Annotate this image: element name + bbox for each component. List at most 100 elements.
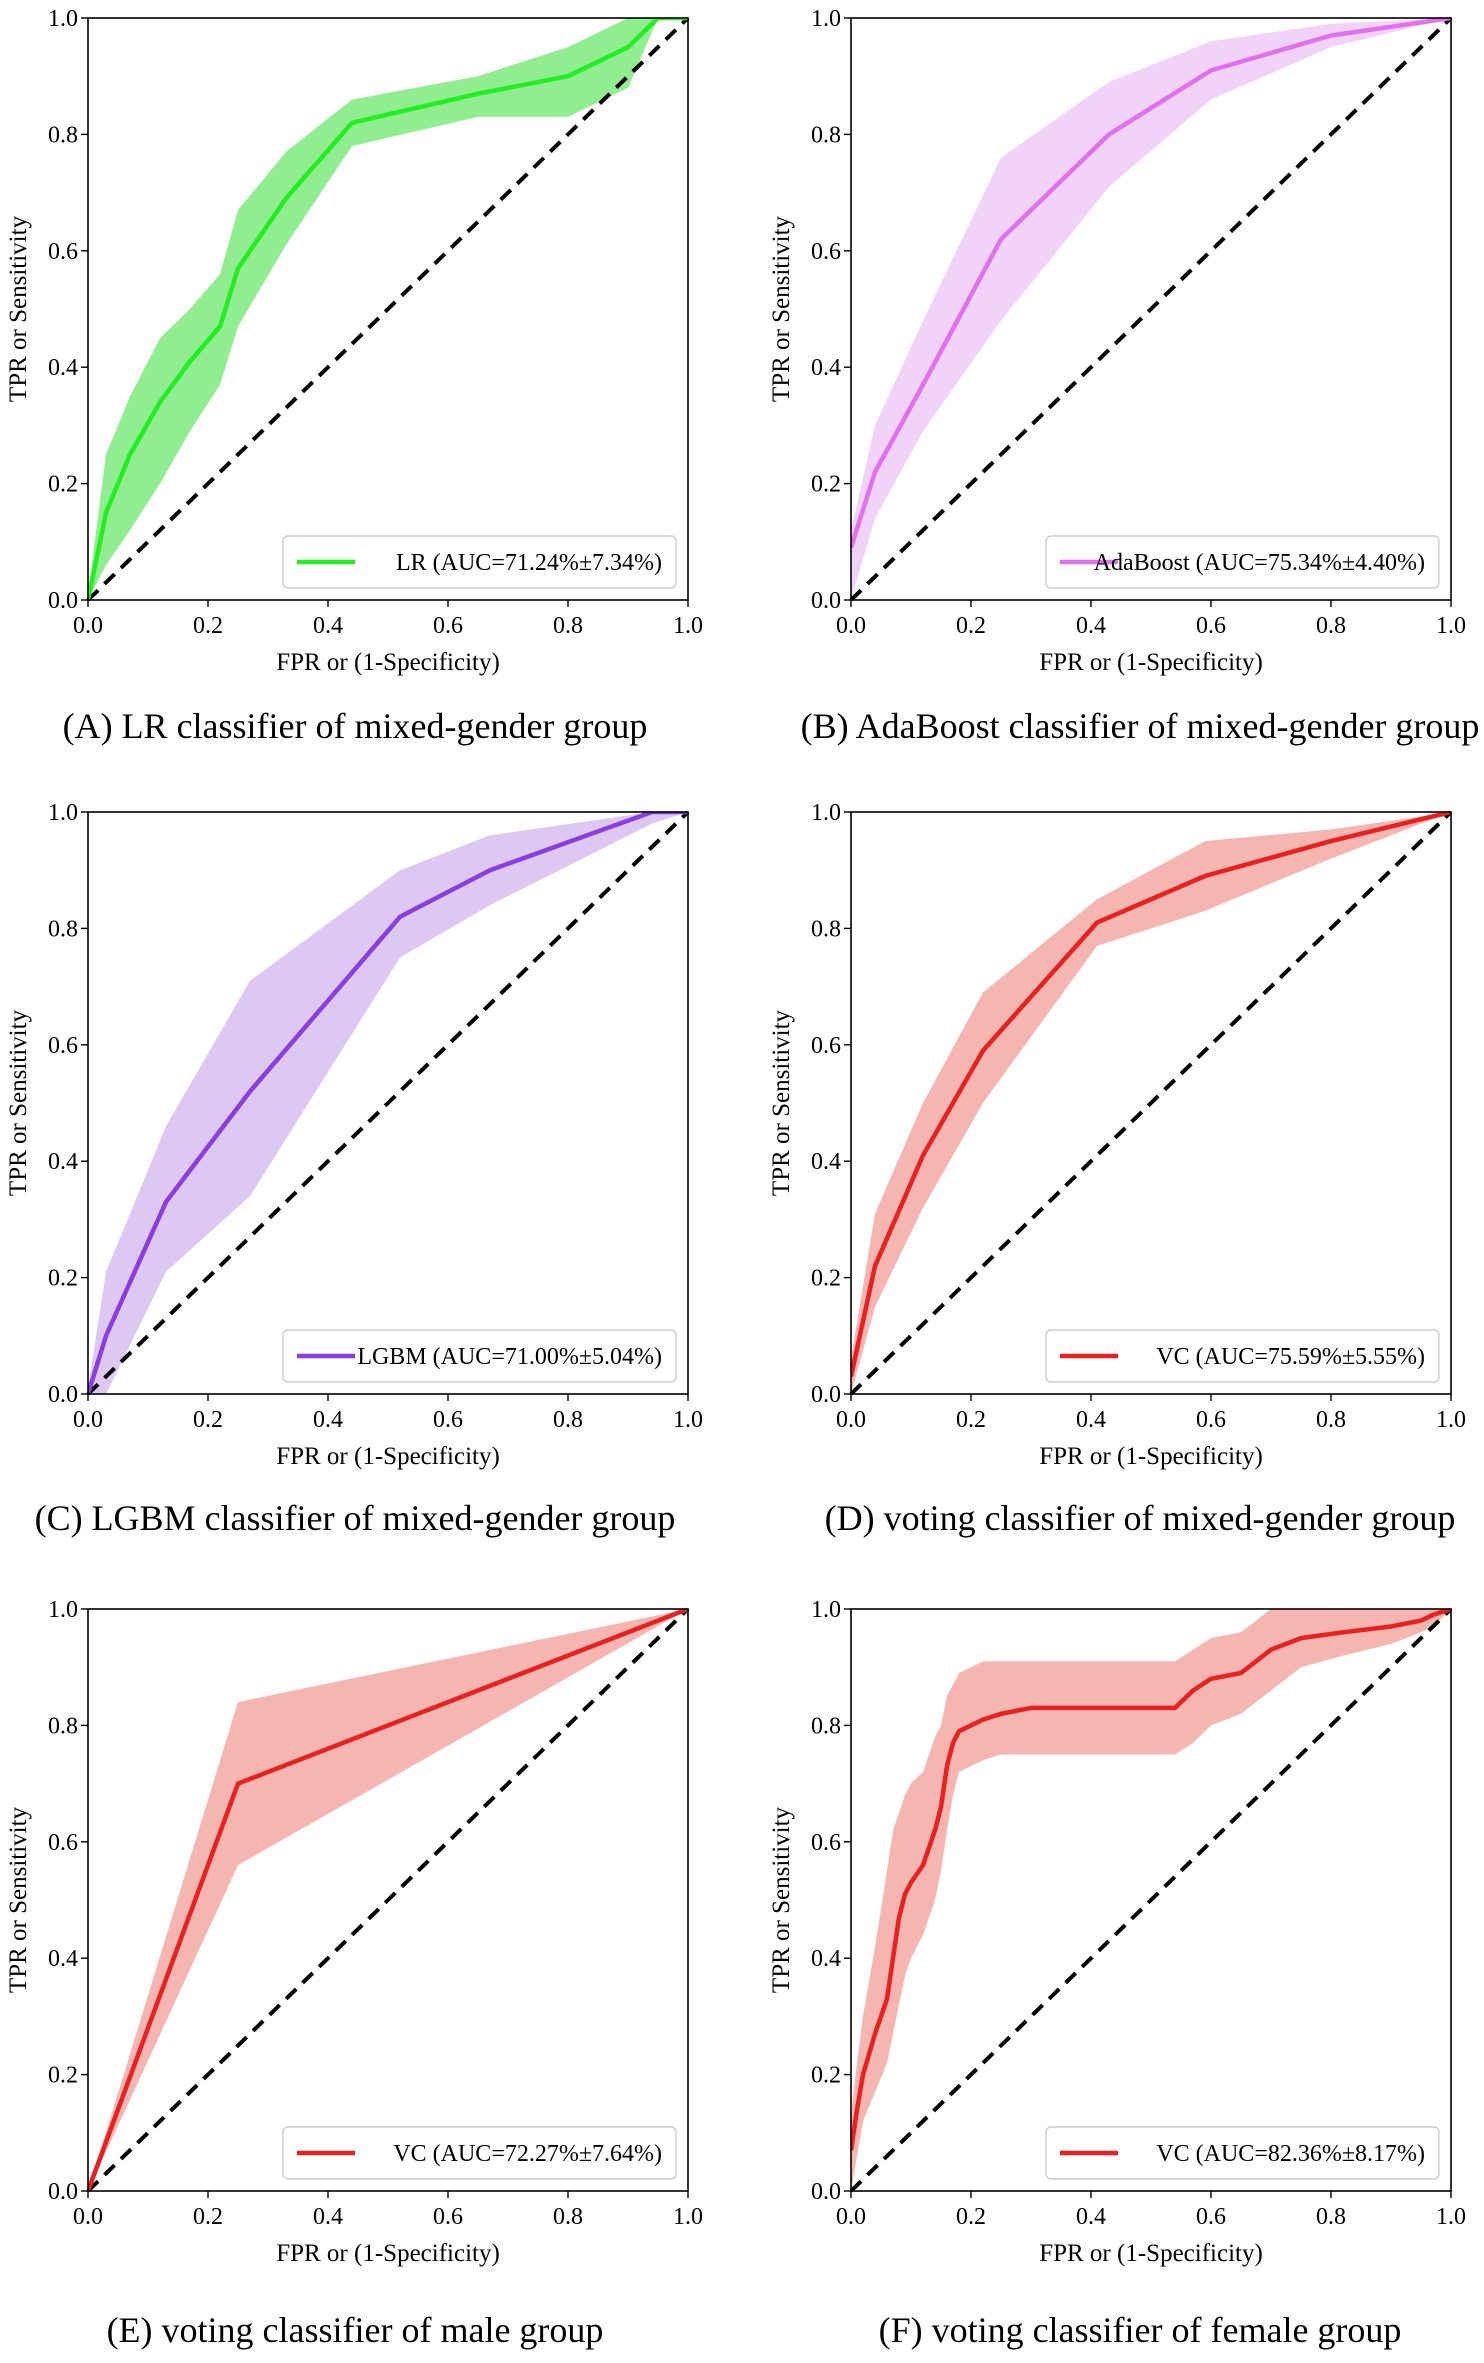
y-tick-label: 0.8 [48,1713,78,1739]
legend-box [1045,535,1440,589]
y-tick-label: 0.2 [48,2063,78,2089]
y-tick-label: 0.4 [48,1946,78,1972]
panel-d: 0.0 0.2 0.4 0.6 0.8 1.0 0.0 0.2 0.4 0.6 0.8 1.0 FPR … [768,800,1466,1538]
panel-f: 0.0 0.2 0.4 0.6 0.8 1.0 0.0 0.2 0.4 0.6 0.8 1.0 FPR … [768,1597,1466,2350]
axes-frame [87,1608,689,2192]
y-tick-label: 0.4 [48,355,78,381]
y-tick-label: 0.0 [48,588,78,614]
x-tick-label: 0.4 [1076,613,1106,639]
y-tick-label: 0.6 [48,1830,78,1856]
x-tick-label: 0.0 [836,2204,866,2230]
y-tick-label: 0.2 [811,472,841,498]
y-tick-label: 0.4 [811,1149,841,1175]
y-tick-label: 0.8 [811,916,841,942]
x-tick-label: 0.4 [313,2204,343,2230]
y-axis-label: TPR or Sensitivity [5,1806,32,1993]
x-tick-label: 0.2 [956,2204,986,2230]
chance-line [849,810,1453,1396]
axes-frame [87,17,689,601]
x-tick-label: 1.0 [1436,613,1466,639]
x-tick-label: 1.0 [673,1407,703,1433]
legend-label: VC (AUC=75.59%±5.55%) [1156,1344,1425,1370]
y-tick-label: 0.8 [811,122,841,148]
legend-label: LGBM (AUC=71.00%±5.04%) [357,1344,662,1370]
x-tick-label: 1.0 [1436,2204,1466,2230]
confidence-band [88,18,688,600]
y-axis-label: TPR or Sensitivity [768,215,795,402]
y-tick-label: 1.0 [811,1597,841,1623]
legend-label: LR (AUC=71.24%±7.34%) [396,550,662,576]
axes-frame [850,1608,1452,2192]
legend: LR (AUC=71.24%±7.34%) [282,535,677,589]
roc-line [851,812,1451,1377]
y-tick-label: 0.4 [811,1946,841,1972]
x-tick-label: 0.4 [313,1407,343,1433]
x-tick-label: 0.0 [73,2204,103,2230]
legend-label: VC (AUC=72.27%±7.64%) [393,2141,662,2167]
x-tick-label: 0.2 [193,613,223,639]
x-tick-label: 0.2 [193,1407,223,1433]
panel-caption: (C) LGBM classifier of mixed-gender grou… [35,1498,676,1538]
x-axis-label: FPR or (1-Specificity) [276,1443,500,1470]
x-tick-label: 0.0 [836,613,866,639]
y-axis-label: TPR or Sensitivity [5,1009,32,1196]
y-tick-label: 0.6 [811,239,841,265]
legend: VC (AUC=75.59%±5.55%) [1045,1329,1440,1383]
x-tick-label: 0.2 [193,2204,223,2230]
roc-line [851,18,1451,549]
x-tick-label: 0.0 [73,613,103,639]
x-tick-label: 1.0 [673,2204,703,2230]
y-tick-label: 0.8 [811,1713,841,1739]
x-tick-label: 0.2 [956,613,986,639]
legend: VC (AUC=82.36%±8.17%) [1045,2126,1440,2180]
x-tick-label: 0.2 [956,1407,986,1433]
y-tick-label: 0.0 [811,2179,841,2205]
x-tick-label: 0.8 [553,2204,583,2230]
x-tick-label: 0.6 [433,1407,463,1433]
x-tick-label: 0.6 [433,2204,463,2230]
legend-label: VC (AUC=82.36%±8.17%) [1156,2141,1425,2167]
legend-label: AdaBoost (AUC=75.34%±4.40%) [1094,550,1425,576]
confidence-band [88,1609,688,2191]
y-tick-label: 0.8 [48,122,78,148]
y-tick-label: 0.8 [48,916,78,942]
legend-box [1045,1329,1440,1383]
roc-line [88,1609,688,2191]
axes-frame [850,17,1452,601]
legend: VC (AUC=72.27%±7.64%) [282,2126,677,2180]
roc-line [851,1609,1451,2151]
y-axis-label: TPR or Sensitivity [5,215,32,402]
panel-caption: (B) AdaBoost classifier of mixed-gender … [801,706,1480,746]
x-tick-label: 0.8 [1316,613,1346,639]
y-axis-label: TPR or Sensitivity [768,1009,795,1196]
x-tick-label: 0.8 [553,1407,583,1433]
x-tick-label: 0.4 [1076,2204,1106,2230]
y-tick-label: 0.2 [48,1266,78,1292]
panel-e: 0.0 0.2 0.4 0.6 0.8 1.0 0.0 0.2 0.4 0.6 0.8 1.0 FPR … [5,1597,703,2350]
y-tick-label: 0.2 [811,2063,841,2089]
y-tick-label: 0.0 [48,2179,78,2205]
chance-line [849,1607,1453,2193]
legend-box [282,1329,677,1383]
confidence-band [851,1609,1451,2191]
y-tick-label: 0.6 [48,1033,78,1059]
x-axis-label: FPR or (1-Specificity) [1039,2240,1263,2267]
y-tick-label: 0.2 [48,472,78,498]
confidence-band [851,18,1451,600]
x-tick-label: 0.4 [313,613,343,639]
x-axis-label: FPR or (1-Specificity) [276,649,500,676]
x-tick-label: 1.0 [1436,1407,1466,1433]
panel-caption: (E) voting classifier of male group [107,2310,604,2350]
panel-caption: (A) LR classifier of mixed-gender group [63,706,648,746]
x-tick-label: 0.6 [1196,1407,1226,1433]
y-tick-label: 0.0 [811,588,841,614]
chance-line [86,16,690,602]
y-tick-label: 0.6 [811,1033,841,1059]
chance-line [86,810,690,1396]
y-tick-label: 1.0 [48,6,78,32]
x-tick-label: 0.0 [73,1407,103,1433]
y-tick-label: 1.0 [811,800,841,826]
confidence-band [851,812,1451,1394]
legend-box [282,535,677,589]
